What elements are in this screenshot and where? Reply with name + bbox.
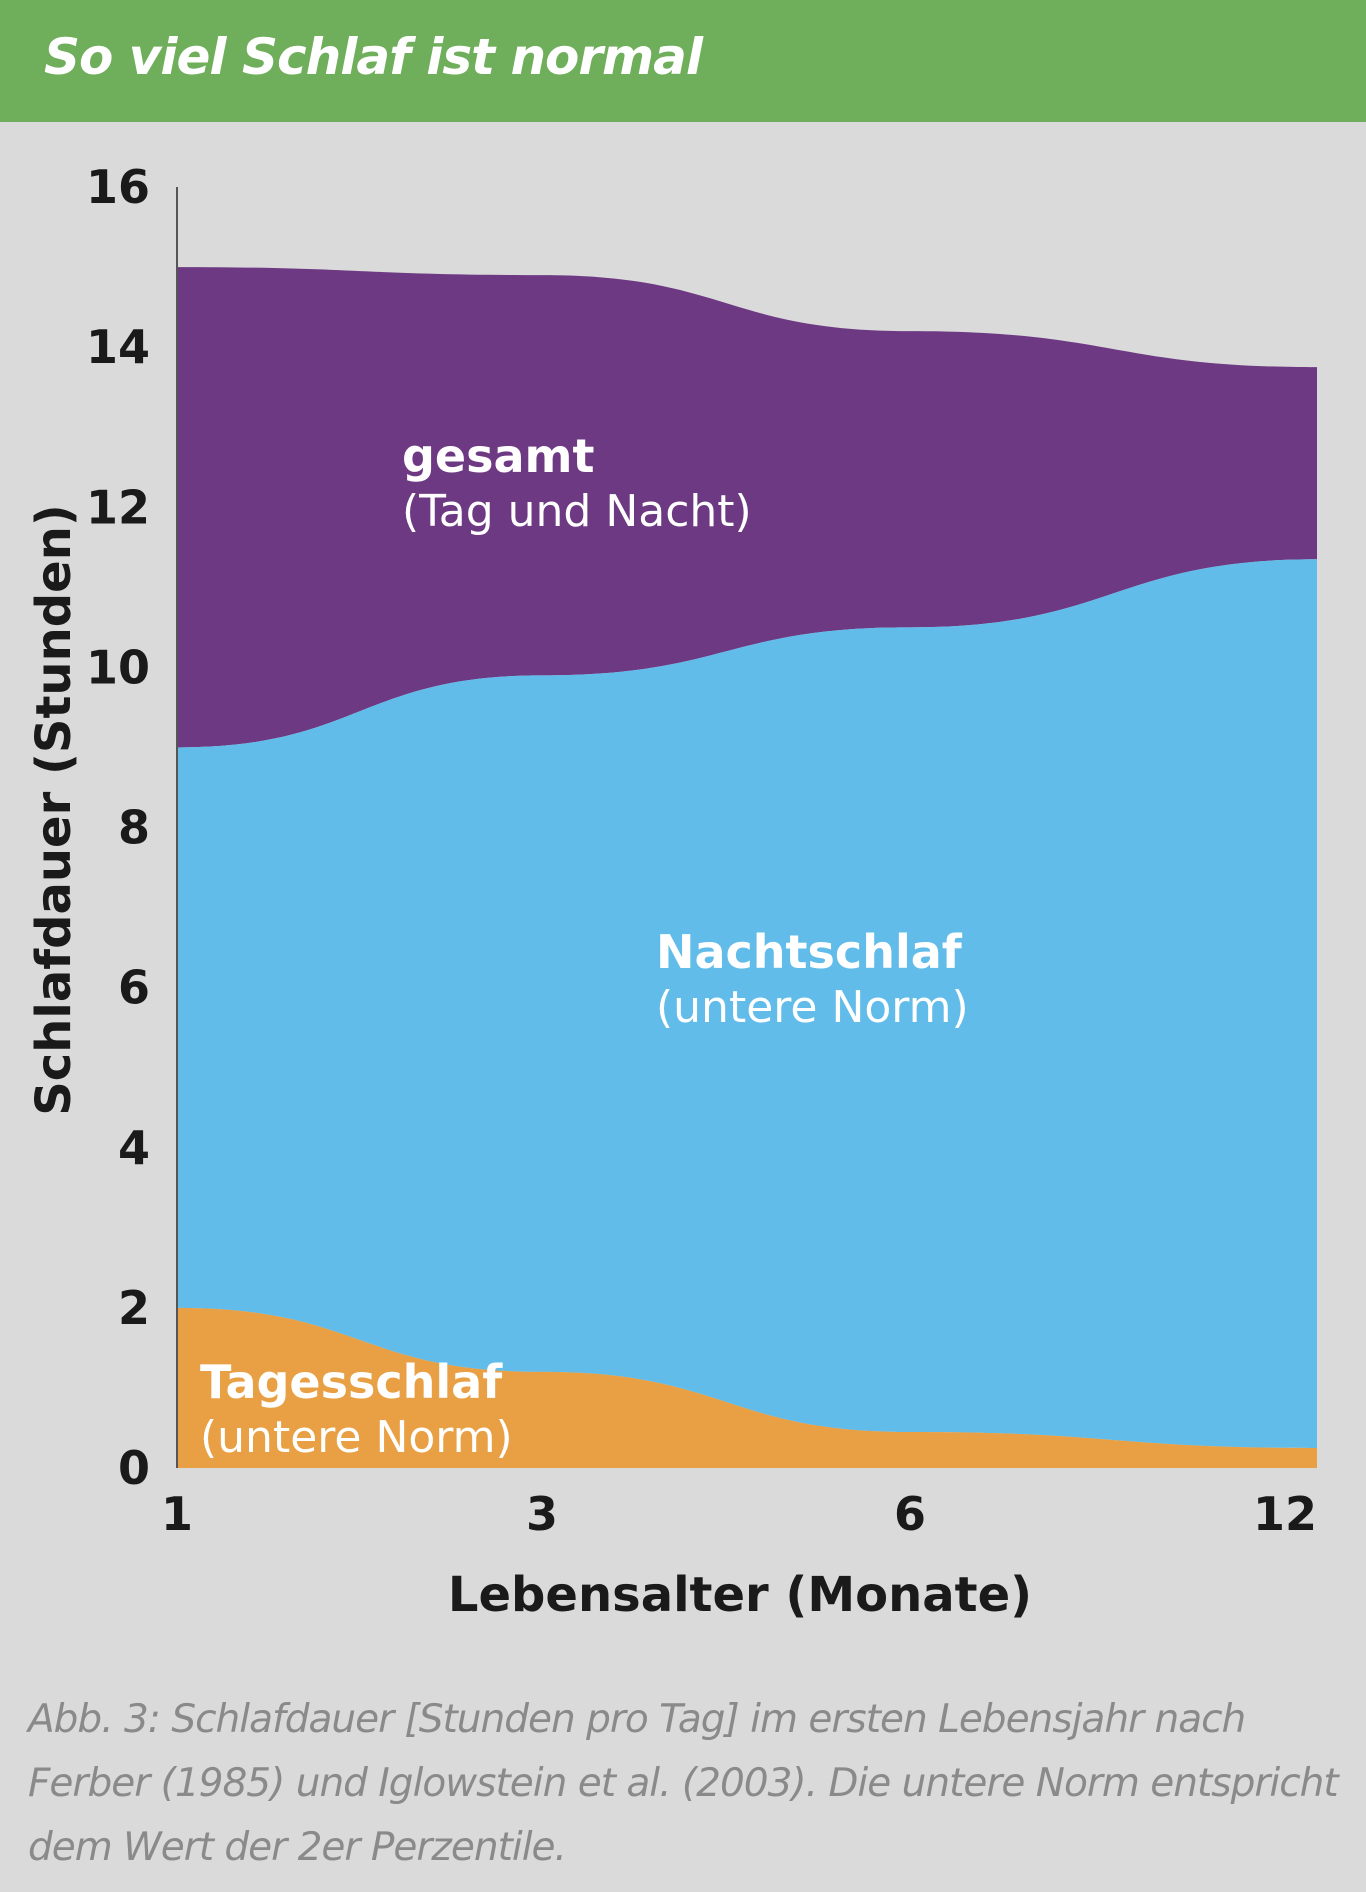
label-tagesschlaf-sub: (untere Norm) — [200, 1412, 513, 1463]
y-tick-label: 14 — [86, 320, 150, 374]
sleep-area-chart: 0 2 4 6 8 10 12 14 16 1 3 6 12 Lebensalter (Monate)… — [26, 160, 1317, 1623]
label-nachtschlaf: Nachtschlaf — [656, 925, 963, 979]
x-tick-label: 12 — [1253, 1487, 1317, 1541]
area-gesamt — [177, 267, 1317, 748]
y-tick-label: 4 — [118, 1121, 150, 1175]
label-tagesschlaf: Tagesschlaf — [200, 1355, 503, 1409]
x-tick-label: 3 — [526, 1487, 558, 1541]
area-nachtschlaf — [177, 559, 1317, 1448]
y-axis-label: Schlafdauer (Stunden) — [26, 504, 82, 1116]
x-tick-label: 1 — [161, 1487, 193, 1541]
area-tagesschlaf — [177, 1307, 1317, 1468]
y-tick-labels: 0 2 4 6 8 10 12 14 16 — [86, 160, 150, 1495]
x-tick-label: 6 — [894, 1487, 926, 1541]
y-tick-label: 0 — [118, 1441, 150, 1495]
y-tick-label: 2 — [118, 1281, 150, 1335]
y-tick-label: 8 — [118, 801, 150, 855]
x-tick-labels: 1 3 6 12 — [161, 1487, 1317, 1541]
y-tick-label: 10 — [86, 640, 150, 694]
label-nachtschlaf-sub: (untere Norm) — [656, 982, 969, 1033]
header-bar: So viel Schlaf ist normal — [0, 0, 1366, 122]
label-gesamt-sub: (Tag und Nacht) — [402, 486, 752, 537]
y-tick-label: 6 — [118, 961, 150, 1015]
chart-title: So viel Schlaf ist normal — [44, 28, 703, 86]
label-gesamt: gesamt — [402, 429, 594, 483]
y-tick-label: 16 — [86, 160, 150, 214]
figure-caption: Abb. 3: Schlafdauer [Stunden pro Tag] im… — [28, 1697, 1339, 1870]
area-layers — [177, 267, 1317, 1468]
y-tick-label: 12 — [86, 480, 150, 534]
x-axis-label: Lebensalter (Monate) — [448, 1567, 1032, 1623]
